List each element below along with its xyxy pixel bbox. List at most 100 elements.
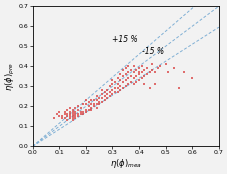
Point [121, 69, 124, 72]
Point [94, 107, 98, 110]
Point [92, 103, 95, 106]
Point [68, 113, 72, 116]
Point [121, 81, 124, 84]
Point [86, 101, 90, 104]
Point [126, 83, 130, 86]
Point [137, 73, 140, 76]
Point [142, 75, 146, 78]
Point [113, 87, 116, 90]
Point [54, 113, 58, 116]
Point [123, 79, 127, 82]
Point [70, 115, 74, 118]
Point [76, 113, 79, 116]
Point [116, 77, 119, 80]
Point [166, 71, 169, 74]
Point [163, 63, 167, 66]
Point [62, 113, 66, 116]
Point [118, 73, 122, 76]
Point [139, 77, 143, 80]
Point [94, 99, 98, 102]
Point [137, 71, 140, 74]
Point [70, 117, 74, 120]
Point [126, 71, 130, 74]
Point [92, 105, 95, 108]
Point [123, 73, 127, 76]
Point [176, 87, 180, 90]
Point [123, 67, 127, 70]
Point [84, 109, 87, 112]
Point [76, 115, 79, 118]
Point [113, 91, 116, 94]
Point [147, 87, 151, 90]
Point [89, 107, 93, 110]
Point [73, 117, 77, 120]
Point [97, 101, 101, 104]
Point [158, 65, 161, 68]
Point [84, 103, 87, 106]
Point [131, 65, 135, 68]
Point [84, 111, 87, 114]
Point [116, 87, 119, 90]
Point [65, 115, 69, 118]
Point [68, 111, 72, 114]
Point [126, 77, 130, 80]
Point [121, 75, 124, 78]
Point [123, 85, 127, 88]
Point [81, 111, 85, 114]
Point [62, 111, 66, 114]
Point [190, 77, 193, 80]
Point [121, 87, 124, 90]
Point [73, 107, 77, 110]
Point [150, 69, 153, 72]
Point [81, 113, 85, 116]
Point [68, 107, 72, 110]
Point [150, 63, 153, 66]
Point [131, 71, 135, 74]
X-axis label: $\eta(\phi)_{mea}$: $\eta(\phi)_{mea}$ [109, 157, 141, 170]
Point [129, 69, 132, 72]
Point [60, 115, 64, 118]
Point [145, 73, 148, 76]
Point [110, 79, 114, 82]
Point [94, 103, 98, 106]
Point [110, 89, 114, 92]
Point [108, 95, 111, 98]
Point [70, 119, 74, 122]
Point [134, 75, 138, 78]
Point [86, 105, 90, 108]
Point [171, 67, 175, 70]
Point [57, 115, 61, 118]
Point [100, 101, 103, 104]
Point [153, 83, 156, 86]
Point [89, 99, 93, 102]
Point [105, 97, 109, 100]
Point [70, 113, 74, 116]
Point [131, 77, 135, 80]
Point [73, 111, 77, 114]
Point [129, 81, 132, 84]
Point [76, 105, 79, 108]
Point [110, 83, 114, 86]
Point [62, 117, 66, 120]
Point [182, 71, 185, 74]
Point [97, 103, 101, 106]
Point [97, 97, 101, 100]
Point [110, 93, 114, 96]
Point [89, 103, 93, 106]
Text: -15 %: -15 % [141, 47, 163, 56]
Point [60, 117, 64, 120]
Point [102, 95, 106, 98]
Point [70, 111, 74, 114]
Point [89, 109, 93, 112]
Point [73, 113, 77, 116]
Point [137, 79, 140, 82]
Point [118, 85, 122, 88]
Point [81, 103, 85, 106]
Point [137, 67, 140, 70]
Point [155, 67, 159, 70]
Point [65, 113, 69, 116]
Point [78, 111, 82, 114]
Point [76, 109, 79, 112]
Point [131, 83, 135, 86]
Point [142, 69, 146, 72]
